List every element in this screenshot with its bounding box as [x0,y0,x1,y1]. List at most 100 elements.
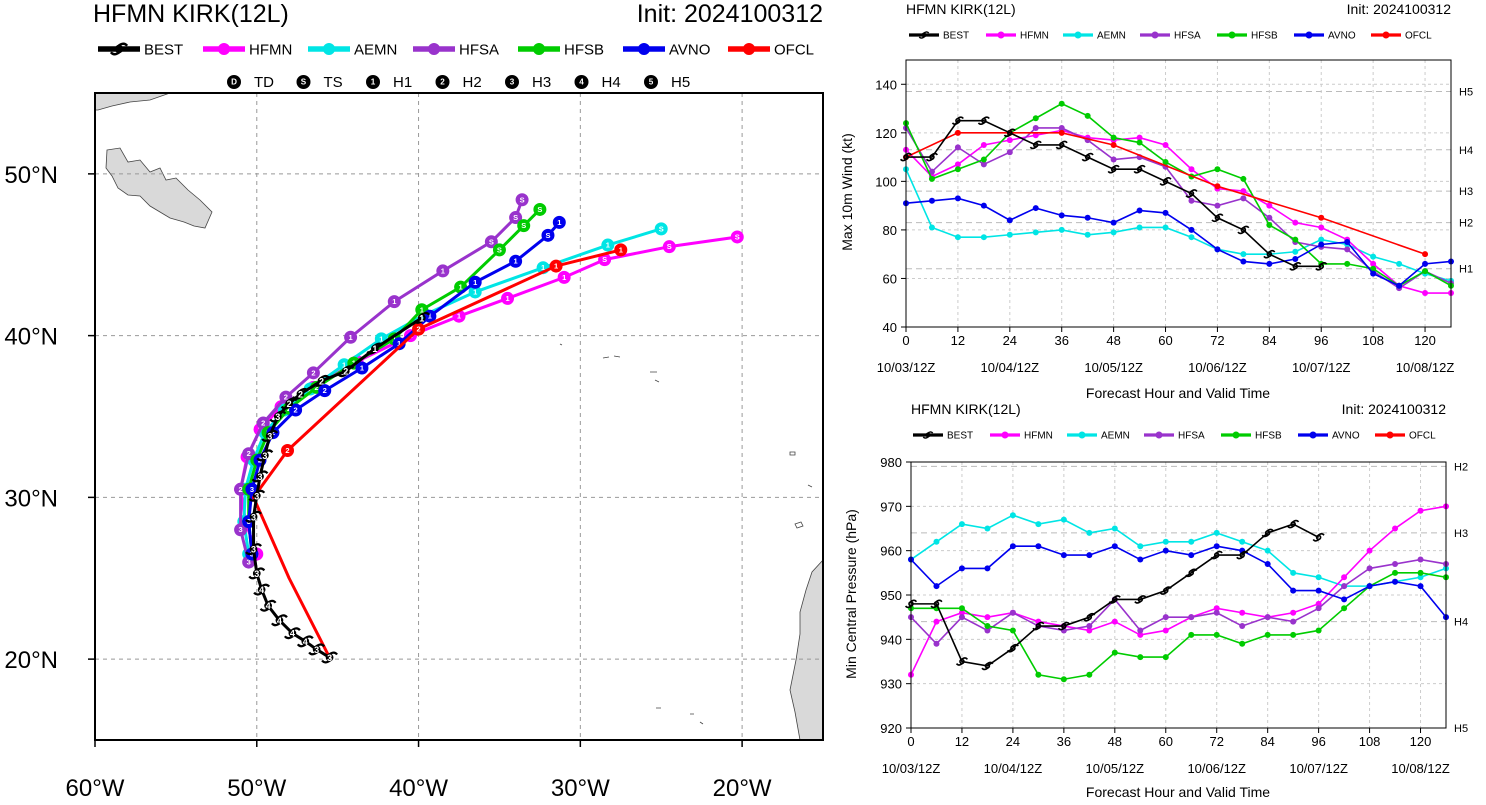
africa-coast [789,559,823,740]
series-best-point [977,116,990,125]
x-tick-label: 24 [1006,734,1020,749]
series-best-point-arm-bottom [1134,600,1142,604]
series-line-best [911,523,1319,667]
series-point-hfsb [1162,158,1169,165]
series-point-avno [1035,543,1042,550]
category-label-h2: H2 [1454,461,1468,473]
track-hfsa-point-disc [234,523,248,537]
series-best-point-arm-top [1008,128,1016,132]
track-best-point-arm-bottom [245,550,256,556]
track-hfsb-point-label: 1 [459,283,463,292]
series-line-aemn [905,168,1452,282]
track-aemn-point-label: 1 [342,360,346,369]
intensity-marker-h3: 3 [505,75,519,89]
track-hfsb-point-disc [517,219,531,233]
series-point-aemn [1417,574,1424,581]
y-tick-label: 950 [880,588,902,603]
series-point-hfsb [1214,166,1221,173]
map-lon-label: 30°W [551,775,610,800]
track-hfsa-point: S [515,193,529,207]
legend-marker-hfsb [533,43,545,55]
series-point-hfsb [1086,671,1093,678]
legend-label-ofcl: OFCL [774,41,814,58]
series-point-hfsa [980,161,987,168]
series-best-point-arm-bottom [1261,534,1269,538]
series-point-hfsa [1264,614,1271,621]
series-point-hfsb [984,623,991,630]
series-point-hfsb [1136,139,1143,146]
series-point-hfsa [933,640,940,647]
series-best-point-arm-bottom [1029,146,1037,150]
series-point-hfsa [1315,605,1322,612]
series-point-aemn [1058,226,1065,233]
track-ofcl-point-label: 2 [285,446,289,455]
map-title: HFMN KIRK(12L) [93,0,289,28]
series-point-hfmn [1366,547,1373,554]
series-point-ofcl [1318,214,1325,221]
track-avno-point-disc [552,215,566,229]
series-best-point-arm-top [1164,177,1172,181]
series-point-aemn [1035,521,1042,528]
track-avno-point: 2 [289,403,303,417]
series-best-point [1159,586,1172,595]
series-point-avno [1009,543,1016,550]
series-point-hfmn [1315,600,1322,607]
track-best-point [313,374,330,387]
series-point-hfsa [1344,246,1351,253]
series-best-point-arm-top [1190,568,1198,572]
x-date-label: 10/03/12Z [877,360,936,375]
series-best-point-arm-bottom [1236,556,1244,560]
series-point-hfsa [1213,609,1220,616]
track-best-point-arm-top [373,342,384,347]
intensity-marker-h5-label: 5 [649,78,654,87]
series-point-hfsa [1214,202,1221,209]
series-point-hfsb [928,175,935,182]
track-hfsb-point-label: S [521,221,526,230]
track-best-cat: 3 [251,545,256,555]
track-best-point [271,614,288,627]
series-point-hfmn [1162,141,1169,148]
track-best-cat: 2 [319,376,324,386]
series-point-avno [1341,596,1348,603]
series-point-hfsb [1315,627,1322,634]
legend-label-ofcl: OFCL [1409,431,1436,442]
series-best-point-arm-top [930,152,939,156]
wind-chart-panel: HFMN KIRK(12L) Init: 2024100312 BEST HFMN… [839,1,1473,401]
x-date-label: 10/05/12Z [1086,761,1145,776]
series-point-hfsb [1422,268,1429,275]
series-point-aemn [1086,529,1093,536]
track-avno-point-label: 1 [557,218,561,227]
track-ofcl-point-label: 1 [554,262,558,271]
track-best-point-arm-bottom [313,382,324,387]
y-tick-label: 940 [880,632,902,647]
series-best-point [1055,140,1068,150]
series-line-avno [910,545,1447,618]
track-avno-point-label: 3 [250,485,254,494]
series-point-hfsa [954,144,961,151]
legend-marker-aemn [1078,431,1086,439]
series-point-ofcl [1058,129,1065,136]
series-point-hfmn [933,618,940,625]
series-point-avno [958,565,965,572]
wind-plot-area: H1 H2 H3 H4 H5 0 12 24 36 48 60 72 84 96 108 120 10/03/1… [875,59,1473,375]
series-point-aemn [1060,516,1067,523]
series-best-point-arm-top [935,599,943,603]
track-avno-point-label: 1 [514,257,518,266]
legend-marker-avno [1305,31,1313,39]
series-best-point [930,599,943,609]
track-hfsa-point: 3 [234,523,248,537]
series-best-point-arm-top [1266,528,1274,532]
series-point-hfsa [1188,197,1195,204]
series-point-aemn [1213,529,1220,536]
x-date-label: 10/07/12Z [1292,360,1351,375]
track-ofcl-point-label: 1 [619,245,623,254]
track-hfsa-point-label: 2 [261,418,265,427]
series-point-aemn [1006,231,1013,238]
series-point-hfmn [958,609,965,616]
x-tick-label: 84 [1260,734,1274,749]
intensity-label-ts: TS [324,74,343,91]
y-tick-label: 60 [883,271,897,286]
x-date-label: 10/08/12Z [1396,360,1455,375]
track-best-point-arm-top [298,387,309,393]
track-best-cat: 3 [254,569,259,579]
